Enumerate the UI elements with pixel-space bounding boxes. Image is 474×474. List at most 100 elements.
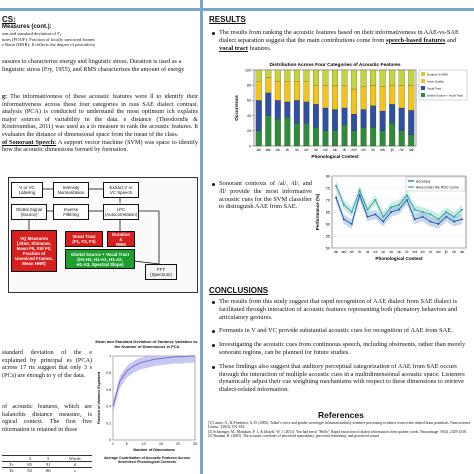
bar-segment xyxy=(284,101,291,118)
bar-segment xyxy=(332,69,338,86)
bar-segment xyxy=(379,110,386,131)
data-point xyxy=(421,215,424,218)
block-glottal-signal: Glottal Signal (Source) xyxy=(11,204,47,220)
results-heading: RESULTS xyxy=(209,15,246,24)
data-point xyxy=(335,184,337,187)
bullet-row: Sonorant contexts of /al/, /il/, and /ll… xyxy=(212,180,312,211)
legend-box xyxy=(405,176,466,192)
y-tick-label: 0 xyxy=(249,144,251,148)
y-axis-label: Occurrence xyxy=(234,95,239,121)
data-point xyxy=(366,215,369,218)
x-tick-label: /ml/ xyxy=(351,148,357,152)
bar-segment xyxy=(322,69,329,86)
x-axis-label: Phonological Context xyxy=(375,256,423,261)
bullet-dot xyxy=(212,344,215,348)
bar-segment xyxy=(408,134,415,147)
legend-label: Vocal Tract xyxy=(427,86,441,90)
y-tick-label: 80 xyxy=(247,84,251,88)
data-point xyxy=(437,223,440,225)
block-fft: FFT (Spectrum) xyxy=(145,264,177,280)
data-point xyxy=(437,218,440,221)
data-point xyxy=(390,211,393,213)
data-point xyxy=(461,218,463,221)
x-tick-label: 1 xyxy=(112,442,114,446)
bar-segment xyxy=(398,107,405,131)
bar-segment xyxy=(332,130,338,147)
table-cell xyxy=(2,455,21,462)
block-v-vc-labeling: V or VC Labeling xyxy=(11,182,43,198)
results-table: 3 5 Words Tr 85 91 d Te 82 86 s xyxy=(2,455,92,473)
x-tick-label: /ɔl/ xyxy=(381,250,385,254)
bar-segment xyxy=(351,113,358,131)
bar-segment xyxy=(293,100,300,124)
data-point xyxy=(374,213,377,216)
x-tick-label: /al/ xyxy=(256,148,261,152)
bar-segment xyxy=(312,69,319,86)
bullet-text: The results from ranking the acoustic fe… xyxy=(219,29,470,52)
results-bullet-1: The results from ranking the acoustic fe… xyxy=(212,29,470,52)
bullet-dot xyxy=(212,183,215,186)
data-point xyxy=(453,220,456,223)
table-header-row: 3 5 Words xyxy=(2,455,92,462)
conclusion-text: Investigating the acoustic cues from con… xyxy=(219,341,466,356)
data-point xyxy=(421,211,424,213)
x-tick-label: /vl/ xyxy=(452,250,456,254)
bar-segment xyxy=(360,127,367,147)
bar-segment xyxy=(312,104,319,128)
bar-segment xyxy=(303,81,310,103)
bar-segment xyxy=(398,69,405,86)
data-point xyxy=(374,199,377,201)
data-point xyxy=(358,194,361,197)
table-row: Te 82 86 s xyxy=(2,467,92,473)
bar-segment xyxy=(341,85,348,109)
bar-segment xyxy=(265,115,272,147)
block-extract-speech: Extract V or VC Speech xyxy=(103,182,139,198)
reference-item: [3] Shaman, R. (2005). The acoustic corr… xyxy=(208,434,379,439)
section-heading-left: CS: xyxy=(2,15,16,24)
bullet-text: Sonorant contexts of /al/, /il/, and /ll… xyxy=(219,180,312,211)
bar-segment xyxy=(255,81,262,101)
performance-chart-svg: 50 55 60 65 70 75 80/al//æl/ /ɑl/ /il/ /ɪl//ɛl/ /ɔ… xyxy=(315,174,467,261)
data-point xyxy=(350,223,353,225)
results-bullet-2: Sonorant contexts of /al/, /il/, and /ll… xyxy=(212,180,312,211)
x-tick-label: /wl/ xyxy=(436,250,441,254)
block-inverse-filtering: Inverse Filtering xyxy=(53,204,89,220)
bar-segment xyxy=(379,86,386,112)
x-tick-label: /ml/ xyxy=(412,250,417,254)
conclusion-item: The results from this study suggest that… xyxy=(212,298,468,321)
bar-segment xyxy=(341,69,348,86)
reference-item: [1] Latner, A., & Friederici, A. D. (200… xyxy=(208,421,471,430)
x-tick-label: /æl/ xyxy=(265,148,271,152)
data-point xyxy=(342,203,345,206)
data-point xyxy=(429,220,432,223)
top-rule-left xyxy=(0,8,200,11)
x-tick-label: /jl/ xyxy=(445,250,448,254)
data-point xyxy=(429,213,432,216)
bar-segment xyxy=(284,117,291,147)
x-tick-label: 10 xyxy=(142,442,146,446)
bar-segment xyxy=(274,100,281,120)
mahalanobis-paragraph: of acoustic features, which are halanobi… xyxy=(2,403,92,433)
distribution-chart-svg: Distribution Across Four Categories of A… xyxy=(234,62,468,159)
y-tick-label: 65 xyxy=(326,210,330,214)
block-intensity-normalization: Intensity Normalization xyxy=(53,182,89,198)
data-point xyxy=(453,215,456,218)
conclusions-heading: CONCLUSIONS xyxy=(209,286,269,295)
measures-title: Measures (cont.): xyxy=(2,24,52,30)
bar-segment xyxy=(265,77,272,93)
table-cell: 82 xyxy=(20,467,40,473)
table-cell: Tr xyxy=(2,461,21,468)
table-cell: s xyxy=(57,467,92,473)
reference-item: [2] Scharinger, M., Monahan, P. J., & Id… xyxy=(208,429,467,434)
y-tick-label: 20 xyxy=(247,129,251,133)
features-paragraph: easures to characterize energy and lingu… xyxy=(2,58,185,73)
bar-segment xyxy=(274,69,281,82)
y-tick-label: 0.4 xyxy=(106,405,111,409)
table-cell: 86 xyxy=(39,467,58,473)
x-tick-label: /ʊl/ xyxy=(389,250,393,254)
x-tick-label: /ɑl/ xyxy=(350,250,354,254)
x-tick-label: /wl/ xyxy=(380,148,385,152)
data-point xyxy=(405,194,408,197)
data-point xyxy=(335,196,337,199)
bar-segment xyxy=(351,88,358,115)
